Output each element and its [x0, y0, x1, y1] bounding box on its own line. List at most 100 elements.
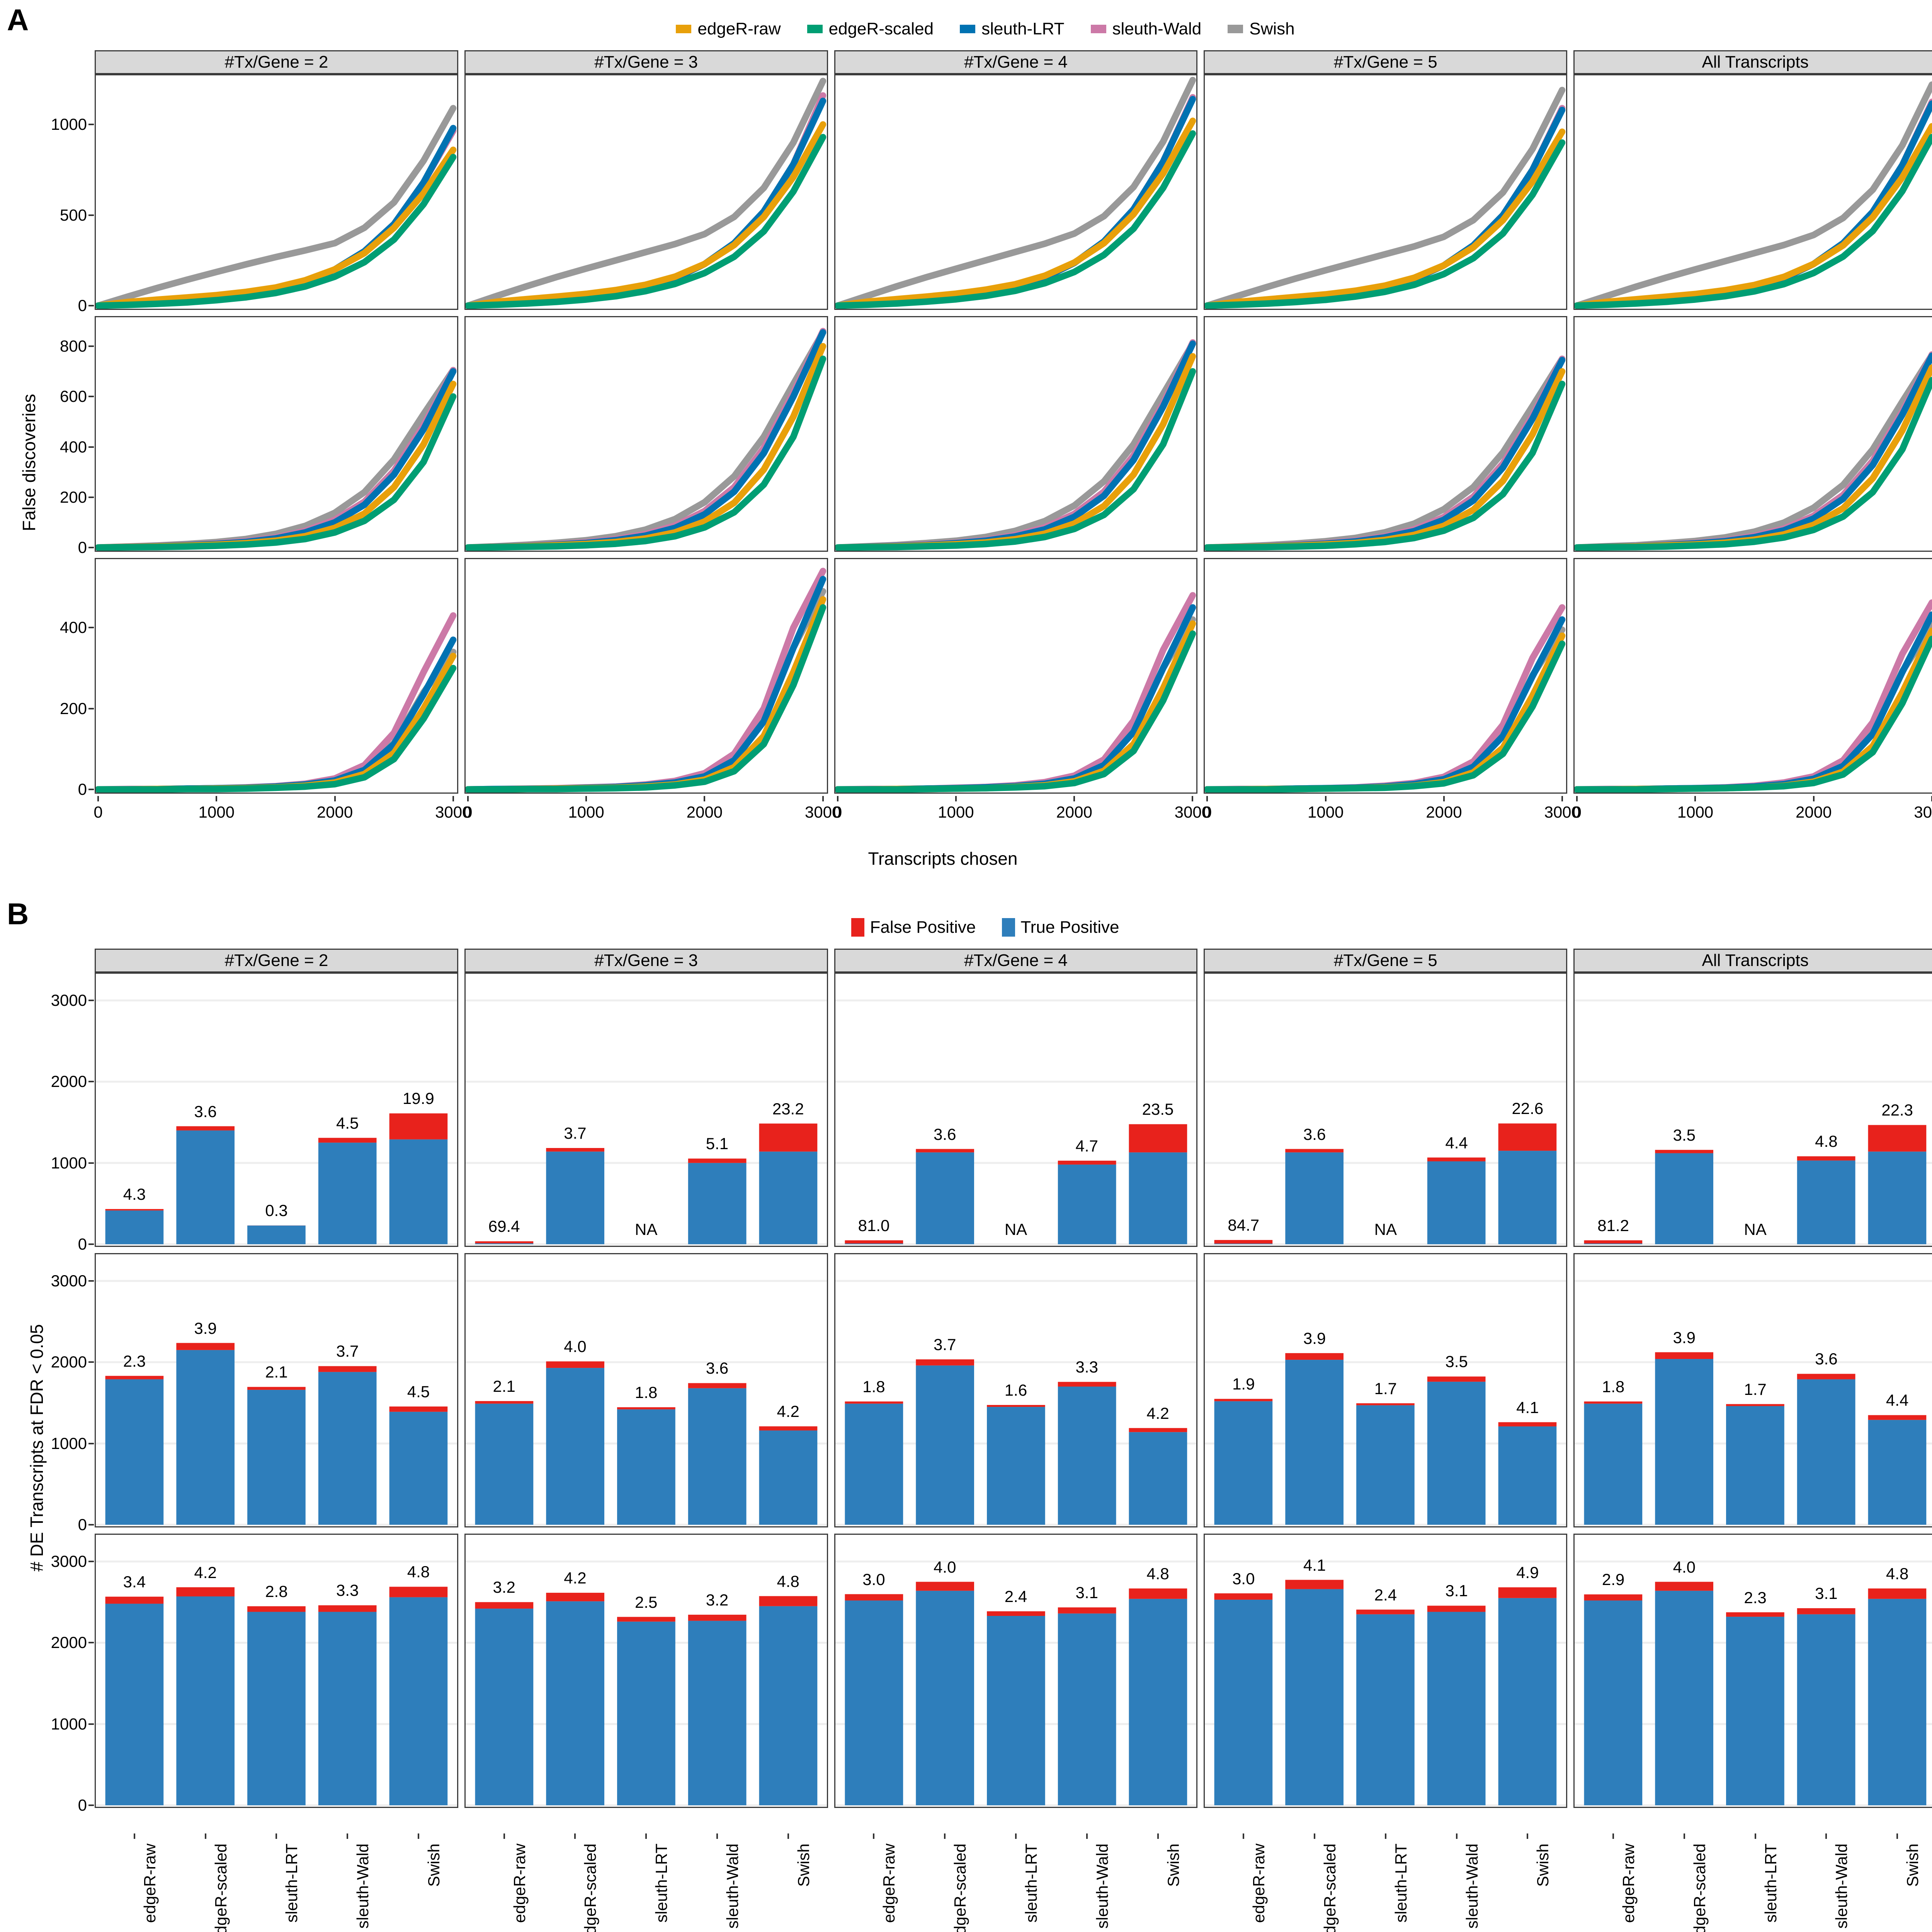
- bar-value-label: 19.9: [403, 1089, 434, 1108]
- x-tick-mark: [216, 796, 218, 801]
- bar-false-positive: [176, 1587, 235, 1597]
- bar-false-positive: [759, 1123, 818, 1152]
- y-tick-label: 400: [60, 618, 87, 637]
- y-tick-mark: [88, 1162, 94, 1164]
- facet-plot-r2-c5: [1573, 316, 1932, 552]
- legend-entry-edger-raw[interactable]: edgeR-raw: [676, 19, 781, 39]
- bar-value-label: 2.3: [123, 1352, 146, 1370]
- bar-value-label: 23.5: [1142, 1100, 1174, 1119]
- x-tick-label: 0: [1202, 803, 1212, 821]
- facet-strip-col-5: All Transcripts: [1573, 50, 1932, 74]
- x-tick-mark: [1206, 796, 1208, 801]
- x-tick-label: sleuth-Wald: [1463, 1844, 1481, 1929]
- bar-false-positive: [845, 1594, 903, 1601]
- y-tick-mark: [88, 396, 94, 398]
- x-tick-mark: [503, 1833, 505, 1839]
- x-tick-label: 3000: [1544, 803, 1580, 821]
- bar-value-label: 2.1: [265, 1363, 288, 1381]
- y-tick-mark: [88, 1561, 94, 1563]
- bar-false-positive: [617, 1617, 675, 1622]
- bar-true-positive: [1584, 1243, 1643, 1244]
- facet-plot-r1-c4: [1204, 74, 1568, 310]
- y-tick-mark: [88, 1361, 94, 1363]
- x-tick-mark: [822, 796, 824, 801]
- legend-swatch-icon: [1228, 25, 1243, 33]
- x-tick-label: 1000: [568, 803, 604, 821]
- legend-swatch-icon: [676, 25, 692, 33]
- bar-false-positive: [389, 1587, 448, 1597]
- x-tick-label: 0: [94, 803, 103, 821]
- bar-value-label: NA: [1004, 1220, 1027, 1238]
- y-tick-mark: [88, 214, 94, 216]
- bar-false-positive: [986, 1405, 1045, 1407]
- bar-value-label: 3.3: [336, 1581, 359, 1600]
- bar-true-positive: [1584, 1403, 1643, 1525]
- bar-value-label: 4.5: [407, 1383, 430, 1401]
- panel-letter-a: A: [7, 3, 29, 37]
- bar-true-positive: [546, 1151, 604, 1244]
- bar-false-positive: [475, 1241, 534, 1243]
- line-series-sleuth-lrt: [465, 329, 827, 551]
- y-tick-label: 0: [78, 1796, 87, 1814]
- legend-entry-sleuth-wald[interactable]: sleuth-Wald: [1090, 19, 1201, 39]
- bar-value-label: 4.8: [1815, 1132, 1838, 1151]
- bar-true-positive: [1427, 1381, 1486, 1525]
- bar-value-label: 3.0: [862, 1570, 885, 1588]
- y-tick-mark: [88, 124, 94, 126]
- bar-false-positive: [1285, 1149, 1344, 1153]
- bar-value-label: 4.1: [1516, 1398, 1539, 1417]
- x-tick-mark: [1073, 796, 1075, 801]
- y-tick-label: 1000: [51, 1153, 87, 1172]
- x-tick-mark: [645, 1833, 647, 1839]
- bar-value-label: 2.3: [1744, 1588, 1767, 1607]
- bar-value-label: 3.6: [1815, 1350, 1838, 1368]
- bar-false-positive: [1797, 1374, 1855, 1379]
- bar-true-positive: [475, 1403, 534, 1525]
- y-tick-mark: [88, 627, 94, 629]
- bar-false-positive: [1214, 1593, 1273, 1600]
- legend-entry-edger-scaled[interactable]: edgeR-scaled: [807, 19, 934, 39]
- x-tick-mark: [1443, 796, 1445, 801]
- bar-false-positive: [845, 1401, 903, 1404]
- bar-false-positive: [759, 1426, 818, 1431]
- bar-true-positive: [759, 1606, 818, 1805]
- line-series-sleuth-wald: [465, 568, 827, 793]
- legend-entry-true-positive[interactable]: True Positive: [1002, 918, 1119, 937]
- panel-a-x-axis-title: Transcripts chosen: [868, 849, 1018, 869]
- x-tick-mark: [1325, 796, 1327, 801]
- x-tick-mark: [955, 796, 957, 801]
- bar-value-label: 23.2: [772, 1099, 804, 1118]
- bar-true-positive: [1797, 1160, 1855, 1244]
- y-tick-mark: [88, 789, 94, 790]
- x-tick-mark: [1384, 1833, 1386, 1839]
- bar-value-label: 3.7: [564, 1124, 587, 1142]
- bar-false-positive: [1129, 1124, 1187, 1153]
- legend-entry-swish[interactable]: Swish: [1228, 19, 1295, 39]
- y-tick-label: 800: [60, 337, 87, 355]
- x-tick-mark: [1086, 1833, 1088, 1839]
- bar-value-label: 4.4: [1445, 1133, 1468, 1152]
- bar-value-label: 3.1: [1445, 1582, 1468, 1600]
- bar-value-label: NA: [1374, 1220, 1397, 1238]
- bar-value-label: 4.0: [934, 1558, 956, 1576]
- bar-value-label: 22.6: [1512, 1099, 1544, 1118]
- bar-true-positive: [247, 1225, 306, 1244]
- legend-entry-false-positive[interactable]: False Positive: [851, 918, 976, 937]
- legend-entry-sleuth-lrt[interactable]: sleuth-LRT: [960, 19, 1065, 39]
- bar-true-positive: [1285, 1589, 1344, 1805]
- bar-value-label: 1.7: [1374, 1379, 1397, 1398]
- x-tick-label: Swish: [794, 1844, 813, 1887]
- line-series-sleuth-wald: [835, 592, 1196, 793]
- bar-true-positive: [1129, 1152, 1187, 1244]
- bar-true-positive: [389, 1597, 448, 1805]
- x-tick-mark: [1015, 1833, 1017, 1839]
- bar-false-positive: [475, 1401, 534, 1404]
- y-tick-label: 3000: [51, 1552, 87, 1571]
- bar-value-label: 81.2: [1597, 1216, 1629, 1235]
- bar-true-positive: [105, 1604, 164, 1805]
- facet-plot-r1-c5: [1573, 74, 1932, 310]
- x-tick-label: 3000: [1914, 803, 1932, 821]
- bar-false-positive: [1058, 1607, 1116, 1614]
- y-tick-mark: [88, 1804, 94, 1806]
- x-tick-mark: [452, 796, 454, 801]
